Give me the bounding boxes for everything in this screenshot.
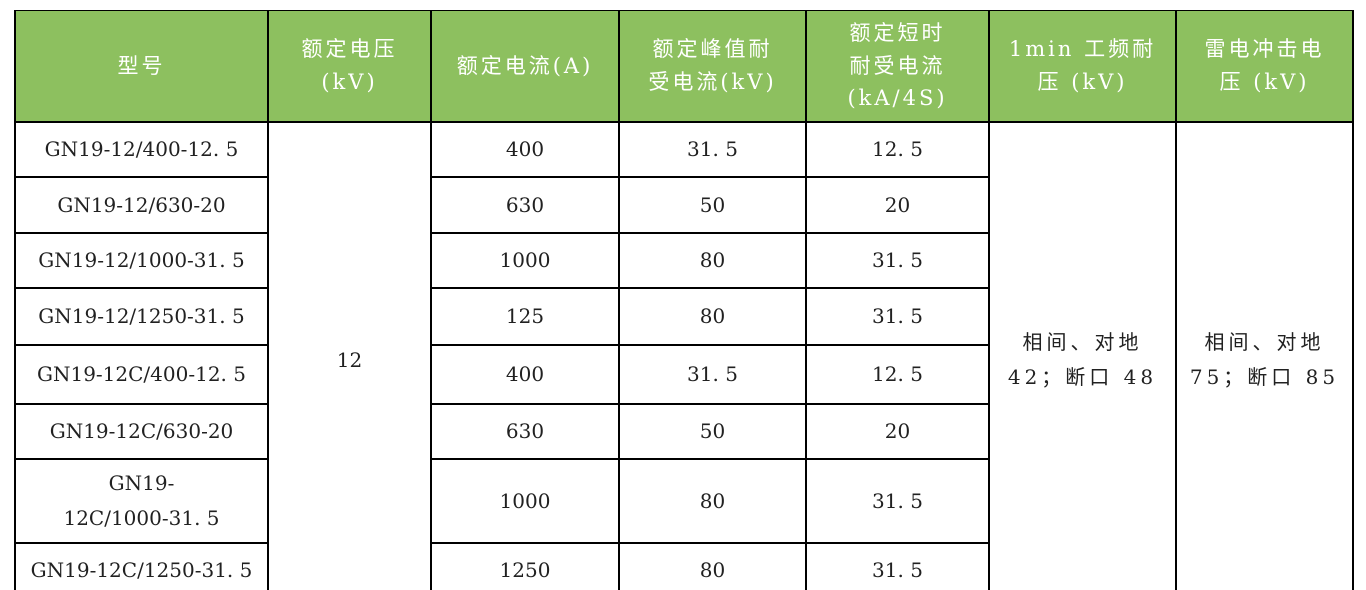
- current-cell: 1250: [430, 542, 620, 590]
- table-row: GN19-12C/400-12. 5 400 31. 5 12. 5: [14, 344, 1353, 405]
- col-header-power-frequency-withstand: 1min 工频耐 压 (kV): [988, 10, 1177, 123]
- rated-voltage-merged-cell: 12: [267, 121, 432, 590]
- table-header: 型号 额定电压 (kV) 额定电流(A) 额定峰值耐 受电流(kV) 额定短时 …: [14, 10, 1354, 123]
- table-row: GN19-12/1000-31. 5 1000 80 31. 5: [14, 232, 1353, 289]
- col-header-model: 型号: [14, 10, 269, 123]
- short-time-current-cell: 12. 5: [805, 344, 990, 405]
- peak-current-cell: 80: [618, 458, 807, 544]
- spec-table: 型号 额定电压 (kV) 额定电流(A) 额定峰值耐 受电流(kV) 额定短时 …: [14, 10, 1354, 590]
- peak-current-cell: 50: [618, 403, 807, 460]
- header-row: 型号 额定电压 (kV) 额定电流(A) 额定峰值耐 受电流(kV) 额定短时 …: [14, 10, 1354, 123]
- current-cell: 630: [430, 403, 620, 460]
- model-cell: GN19-12/1000-31. 5: [14, 232, 269, 289]
- short-time-current-cell: 12. 5: [805, 121, 990, 178]
- lightning-impulse-merged-cell: 相间、对地 75；断口 85: [1175, 121, 1354, 590]
- col-header-rated-current: 额定电流(A): [430, 10, 620, 123]
- table-row: GN19-12C/1250-31. 5 1250 80 31. 5: [14, 542, 1353, 590]
- short-time-current-cell: 20: [805, 403, 990, 460]
- peak-current-cell: 31. 5: [618, 344, 807, 405]
- model-cell: GN19-12C/630-20: [14, 403, 269, 460]
- power-frequency-merged-cell: 相间、对地 42；断口 48: [988, 121, 1177, 590]
- col-header-lightning-impulse: 雷电冲击电 压 (kV): [1175, 10, 1354, 123]
- model-cell: GN19- 12C/1000-31. 5: [14, 458, 269, 544]
- current-cell: 400: [430, 121, 620, 178]
- short-time-current-cell: 31. 5: [805, 287, 990, 346]
- col-header-short-time-withstand-current: 额定短时 耐受电流 (kA/4S): [805, 10, 990, 123]
- current-cell: 630: [430, 176, 620, 234]
- table-row: GN19-12C/630-20 630 50 20: [14, 403, 1353, 460]
- spec-table-container: 型号 额定电压 (kV) 额定电流(A) 额定峰值耐 受电流(kV) 额定短时 …: [14, 10, 1354, 590]
- model-cell: GN19-12/1250-31. 5: [14, 287, 269, 346]
- peak-current-cell: 50: [618, 176, 807, 234]
- peak-current-cell: 80: [618, 232, 807, 289]
- short-time-current-cell: 20: [805, 176, 990, 234]
- current-cell: 1000: [430, 458, 620, 544]
- model-cell: GN19-12/630-20: [14, 176, 269, 234]
- table-row: GN19-12/1250-31. 5 125 80 31. 5: [14, 287, 1353, 346]
- current-cell: 400: [430, 344, 620, 405]
- current-cell: 125: [430, 287, 620, 346]
- col-header-peak-withstand-current: 额定峰值耐 受电流(kV): [618, 10, 807, 123]
- short-time-current-cell: 31. 5: [805, 232, 990, 289]
- table-row: GN19- 12C/1000-31. 5 1000 80 31. 5: [14, 458, 1353, 544]
- model-cell: GN19-12C/1250-31. 5: [14, 542, 269, 590]
- table-body: GN19-12/400-12. 5 12 400 31. 5 12. 5 相间、…: [14, 121, 1354, 590]
- peak-current-cell: 80: [618, 287, 807, 346]
- table-row: GN19-12/400-12. 5 12 400 31. 5 12. 5 相间、…: [14, 121, 1354, 590]
- peak-current-cell: 31. 5: [618, 121, 807, 178]
- table-row: GN19-12/630-20 630 50 20: [14, 176, 1353, 234]
- col-header-rated-voltage: 额定电压 (kV): [267, 10, 432, 123]
- short-time-current-cell: 31. 5: [805, 458, 990, 544]
- peak-current-cell: 80: [618, 542, 807, 590]
- short-time-current-cell: 31. 5: [805, 542, 990, 590]
- current-cell: 1000: [430, 232, 620, 289]
- model-cell: GN19-12/400-12. 5: [14, 121, 269, 178]
- model-cell: GN19-12C/400-12. 5: [14, 344, 269, 405]
